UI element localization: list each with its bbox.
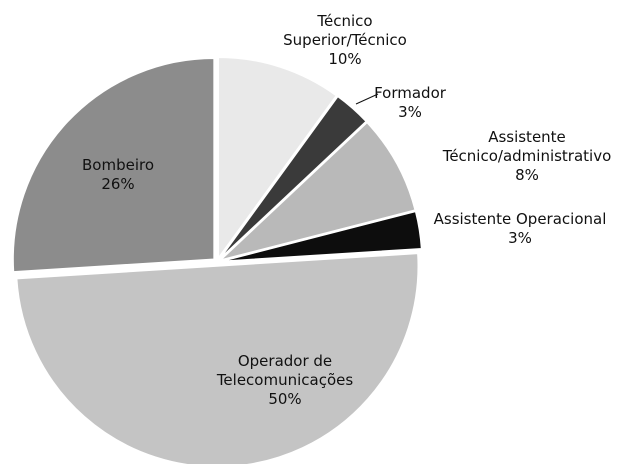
pie-slice: [15, 252, 419, 464]
slice-label: Técnico Superior/Técnico: [283, 12, 407, 49]
slice-label: Assistente Operacional: [433, 210, 607, 228]
slice-value-label: 26%: [101, 175, 135, 193]
pie-slice: [219, 95, 368, 260]
slice-label: Assistente Técnico/administrativo: [442, 128, 612, 165]
pie-slice: [219, 121, 417, 261]
slice-value-label: 3%: [398, 103, 422, 121]
slice-label: Bombeiro: [81, 156, 154, 174]
leader-line: [355, 93, 379, 105]
slice-value-label: 3%: [508, 229, 532, 247]
slice-label: Operador de Telecomunicações: [216, 352, 354, 389]
slice-value-label: 10%: [328, 50, 362, 68]
pie-slice: [217, 56, 338, 261]
slice-value-label: 8%: [515, 166, 539, 184]
slice-value-label: 50%: [268, 390, 302, 408]
pie-slice: [220, 210, 423, 263]
pie-slice: [12, 57, 215, 273]
slice-label: Formador: [374, 84, 446, 102]
